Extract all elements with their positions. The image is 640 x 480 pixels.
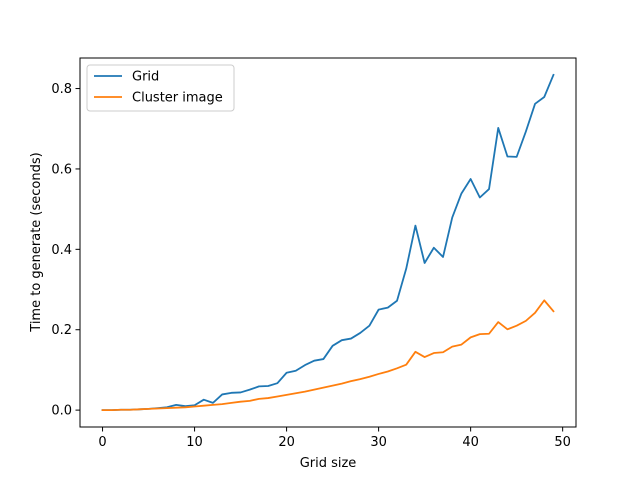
plot-lines [101, 73, 555, 412]
y-tick-label: 0.2 [51, 323, 72, 338]
legend-label: Grid [132, 70, 159, 85]
x-axis-label: Grid size [300, 456, 357, 471]
legend-label: Cluster image [132, 91, 223, 106]
plot-frame [79, 57, 577, 428]
x-tick-label: 20 [278, 435, 295, 450]
y-tick-label: 0.4 [51, 243, 72, 258]
axes: 0 10 20 30 40 50 0.0 0.2 0.4 0.6 0.8 [51, 57, 577, 450]
y-tick-label: 0.8 [51, 82, 72, 97]
x-tick-label: 40 [462, 435, 479, 450]
y-axis-label: Time to generate (seconds) [29, 152, 44, 332]
series-line-0 [101, 73, 555, 412]
x-tick-label: 30 [370, 435, 387, 450]
x-tick-label: 0 [98, 435, 106, 450]
series-line-1 [101, 299, 555, 412]
y-tick-label: 0.6 [51, 162, 72, 177]
legend: Grid Cluster image [86, 64, 235, 112]
x-tick-label: 50 [554, 435, 571, 450]
legend-box [86, 64, 235, 112]
x-tick-label: 10 [186, 435, 203, 450]
y-tick-label: 0.0 [51, 404, 72, 419]
